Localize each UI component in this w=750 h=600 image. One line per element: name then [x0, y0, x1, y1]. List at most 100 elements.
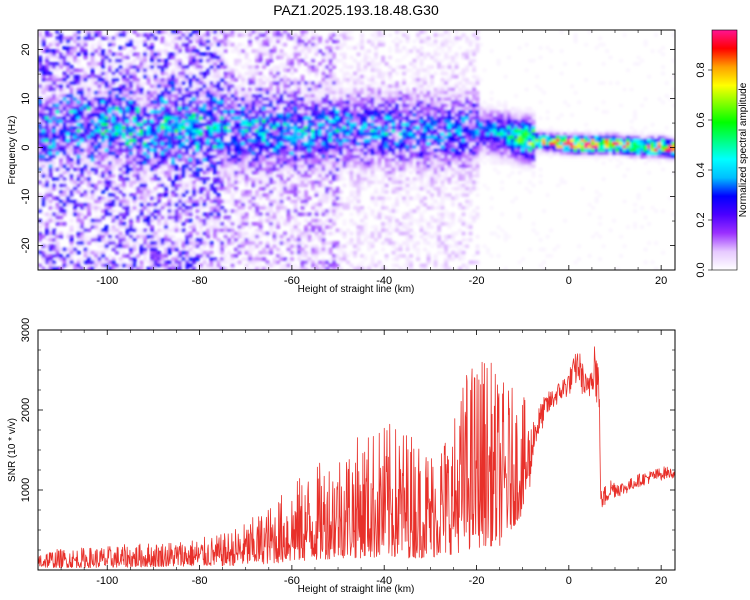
spectrogram-cell	[192, 222, 197, 226]
spectrogram-cell	[202, 90, 207, 95]
spectrogram-cell	[48, 266, 53, 270]
spectrogram-cell	[202, 193, 207, 197]
spectrogram-cell	[234, 46, 239, 50]
spectrogram-cell	[164, 164, 169, 169]
spectrogram-cell	[136, 186, 141, 191]
spectrogram-cell	[83, 164, 88, 169]
spectrogram-cell	[150, 202, 155, 207]
spectrogram-cell	[213, 52, 218, 57]
spectrogram-cell	[223, 132, 228, 137]
spectrogram-cell	[192, 244, 197, 249]
spectrogram-cell	[87, 78, 92, 82]
spectrogram-cell	[248, 161, 253, 165]
spectrogram-cell	[41, 174, 46, 178]
spectrogram-cell	[262, 62, 267, 66]
spectrogram-cell	[297, 234, 302, 239]
spectrogram-cell	[251, 94, 256, 98]
spectrogram-cell	[181, 116, 186, 121]
spectrogram-cell	[307, 78, 312, 82]
spectrogram-cell	[241, 154, 246, 159]
spectrogram-cell	[237, 49, 242, 53]
spectrogram-cell	[62, 126, 67, 130]
spectrogram-cell	[59, 142, 64, 146]
spectrogram-cell	[178, 135, 183, 140]
spectrogram-cell	[52, 158, 57, 162]
spectrogram-cell	[122, 260, 127, 265]
spectrogram-cell	[258, 225, 263, 229]
spectrogram-cell	[87, 100, 92, 105]
spectrogram-cell	[146, 215, 151, 220]
spectrogram-cell	[199, 228, 204, 233]
spectrogram-cell	[146, 186, 151, 191]
spectrogram-cell	[244, 154, 249, 159]
spectrogram-cell	[290, 138, 295, 143]
spectrogram-cell	[55, 244, 60, 249]
spectrogram-cell	[290, 119, 295, 124]
spectrogram-cell	[171, 119, 176, 124]
spectrogram-cell	[206, 193, 211, 197]
spectrogram-cell	[143, 33, 148, 37]
spectrogram-cell	[202, 74, 207, 79]
spectrogram-cell	[118, 33, 123, 37]
spectrogram-cell	[227, 106, 232, 111]
spectrogram-cell	[195, 87, 200, 92]
spectrogram-cell	[185, 84, 190, 89]
spectrogram-cell	[97, 74, 102, 79]
spectrogram-cell	[73, 39, 78, 44]
spectrogram-cell	[101, 129, 106, 133]
spectrogram-cell	[164, 170, 169, 175]
spectrogram-cell	[129, 142, 134, 146]
spectrogram-cell	[195, 116, 200, 121]
spectrogram-cell	[104, 100, 109, 105]
spectrogram-cell	[286, 129, 291, 133]
spectrogram-cell	[129, 180, 134, 185]
spectrogram-cell	[325, 55, 330, 60]
spectrogram-cell	[104, 94, 109, 98]
spectrogram-cell	[174, 183, 179, 188]
spectrogram-cell	[41, 116, 46, 121]
spectrogram-cell	[311, 151, 316, 156]
spectrogram-cell	[143, 244, 148, 249]
spectrogram-cell	[132, 113, 137, 117]
spectrogram-cell	[234, 94, 239, 98]
spectrogram-cell	[139, 154, 144, 159]
spectrogram-cell	[237, 126, 242, 130]
spectrogram-cell	[293, 145, 298, 149]
spectrogram-cell	[314, 52, 319, 57]
spectrogram-cell	[251, 68, 256, 73]
spectrogram-cell	[318, 122, 323, 127]
spectrogram-cell	[160, 58, 165, 63]
spectrogram-cell	[241, 158, 246, 162]
spectrogram-cell	[160, 254, 165, 258]
spectrogram-cell	[241, 100, 246, 105]
spectrogram-cell	[332, 65, 337, 69]
spectrogram-cell	[202, 241, 207, 245]
spectrogram-cell	[213, 161, 218, 165]
spectrogram-cell	[52, 116, 57, 121]
spectrogram-cell	[307, 62, 312, 66]
spectrogram-cell	[318, 135, 323, 140]
spectrogram-cell	[216, 113, 221, 117]
spectrogram-cell	[136, 39, 141, 44]
spectrogram-cell	[94, 225, 99, 229]
spectrogram-cell	[66, 103, 71, 108]
spectrogram-cell	[244, 174, 249, 178]
spectrogram-cell	[174, 81, 179, 85]
spectrogram-cell	[153, 260, 158, 265]
spectrogram-cell	[125, 170, 130, 175]
spectrogram-cell	[185, 231, 190, 236]
spectrogram-cell	[325, 212, 330, 217]
spectrogram-cell	[87, 209, 92, 213]
spectrogram-cell	[41, 145, 46, 149]
spectrogram-cell	[129, 103, 134, 108]
spectrogram-cell	[227, 129, 232, 133]
spectrogram-cell	[52, 250, 57, 255]
spectrogram-cell	[143, 138, 148, 143]
spectrogram-cell	[167, 170, 172, 175]
spectrogram-cell	[178, 132, 183, 137]
spectrogram-cell	[269, 49, 274, 53]
spectrogram-cell	[188, 84, 193, 89]
spectrogram-cell	[262, 97, 267, 101]
spectrogram-cell	[59, 110, 64, 114]
spectrogram-cell	[192, 183, 197, 188]
